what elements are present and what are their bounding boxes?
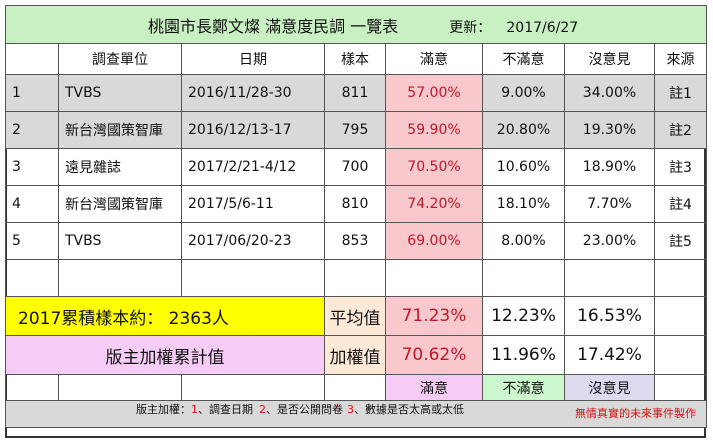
satisfied-cell: 74.20% [385,185,483,223]
dissatisfied-cell: 8.00% [482,222,565,260]
legend-satisfied: 滿意 [385,374,483,401]
footer-row: 版主加權：1、調查日期 2、是否公開問卷 3、數據是否太高或太低 無情真實的未來事件… [4,400,708,428]
no-opinion-cell: 34.00% [564,74,655,112]
sample-cell: 810 [324,185,386,223]
footer-text-3: 、數據是否太高或太低 [354,403,464,416]
date-cell: 2016/11/28-30 [181,74,325,112]
org-cell: 新台灣國策智庫 [58,111,182,149]
source-link[interactable]: 註1 [653,74,708,112]
header-cell: 來源 [653,43,708,75]
org-cell: TVBS [58,74,182,112]
header-cell [5,43,59,75]
source-link[interactable]: 註5 [653,222,708,260]
no-opinion-cell: 18.90% [564,148,655,186]
table-row: 2 新台灣國策智庫 2016/12/13-17 795 59.90% 20.80… [5,111,708,149]
date-cell: 2017/2/21-4/12 [181,148,325,186]
sample-cell: 700 [324,148,386,186]
table-row: 4 新台灣國策智庫 2017/5/6-11 810 74.20% 18.10% … [5,185,708,223]
header-cell: 滿意 [385,43,483,75]
footer-num-3: 3 [347,403,354,416]
no-opinion-cell: 19.30% [564,111,655,149]
weighted-no-opinion: 17.42% [564,335,655,375]
no-opinion-cell: 23.00% [564,222,655,260]
source-link[interactable]: 註4 [653,185,708,223]
row-number: 5 [5,222,59,260]
weighted-satisfied: 70.62% [385,335,483,375]
footer-num-2: 2 [259,403,266,416]
legend-no-opinion: 沒意見 [564,374,655,401]
average-label: 平均值 [324,296,386,336]
header-cell: 不滿意 [482,43,565,75]
table-row: 3 遠見雜誌 2017/2/21-4/12 700 70.50% 10.60% … [5,148,708,186]
footer-text-2: 、是否公開問卷 [266,403,343,416]
legend-row: 滿意 不滿意 沒意見 [5,374,708,401]
poll-table: 桃園市長鄭文燦 滿意度民調 一覽表 更新： 2017/6/27 調查單位 日期 … [4,5,708,428]
average-row: 2017累積樣本約： 2363人 平均值 71.23% 12.23% 16.53… [5,296,708,336]
header-row: 調查單位 日期 樣本 滿意 不滿意 沒意見 來源 [5,43,708,75]
org-cell: TVBS [58,222,182,260]
org-cell: 新台灣國策智庫 [58,185,182,223]
updated-date: 2017/6/27 [506,19,579,36]
row-number: 3 [5,148,59,186]
date-cell: 2017/5/6-11 [181,185,325,223]
average-no-opinion: 16.53% [564,296,655,336]
dissatisfied-cell: 18.10% [482,185,565,223]
satisfied-cell: 57.00% [385,74,483,112]
weighted-title: 版主加權累計值 [5,335,325,375]
sample-cell: 811 [324,74,386,112]
dissatisfied-cell: 10.60% [482,148,565,186]
total-sample-label: 2017累積樣本約： 2363人 [5,296,325,336]
satisfied-cell: 69.00% [385,222,483,260]
header-cell: 樣本 [324,43,386,75]
title-row: 桃園市長鄭文燦 滿意度民調 一覽表 更新： 2017/6/27 [4,5,708,44]
org-cell: 遠見雜誌 [58,148,182,186]
satisfied-cell: 59.90% [385,111,483,149]
header-cell: 沒意見 [564,43,655,75]
footer-num-1: 1 [191,403,198,416]
average-satisfied: 71.23% [385,296,483,336]
legend-dissatisfied: 不滿意 [482,374,565,401]
date-cell: 2017/06/20-23 [181,222,325,260]
no-opinion-cell: 7.70% [564,185,655,223]
dissatisfied-cell: 20.80% [482,111,565,149]
page-title: 桃園市長鄭文燦 滿意度民調 一覽表 [148,16,399,36]
row-number: 4 [5,185,59,223]
average-dissatisfied: 12.23% [482,296,565,336]
header-cell: 調查單位 [58,43,182,75]
dissatisfied-cell: 9.00% [482,74,565,112]
header-cell: 日期 [181,43,325,75]
sample-cell: 795 [324,111,386,149]
table-row: 5 TVBS 2017/06/20-23 853 69.00% 8.00% 23… [5,222,708,260]
date-cell: 2016/12/13-17 [181,111,325,149]
weighted-row: 版主加權累計值 加權值 70.62% 11.96% 17.42% [5,335,708,375]
sample-cell: 853 [324,222,386,260]
source-link[interactable]: 註3 [653,148,708,186]
source-link[interactable]: 註2 [653,111,708,149]
footer-prefix: 版主加權： [136,403,191,416]
satisfied-cell: 70.50% [385,148,483,186]
footer-credit: 無情真實的未來事件製作 [575,407,697,420]
updated-label: 更新： [449,19,492,36]
weighted-label: 加權值 [324,335,386,375]
row-number: 1 [5,74,59,112]
row-number: 2 [5,111,59,149]
weighted-dissatisfied: 11.96% [482,335,565,375]
footer-text-1: 、調查日期 [198,403,253,416]
table-row: 1 TVBS 2016/11/28-30 811 57.00% 9.00% 34… [5,74,708,112]
empty-row [5,259,708,297]
